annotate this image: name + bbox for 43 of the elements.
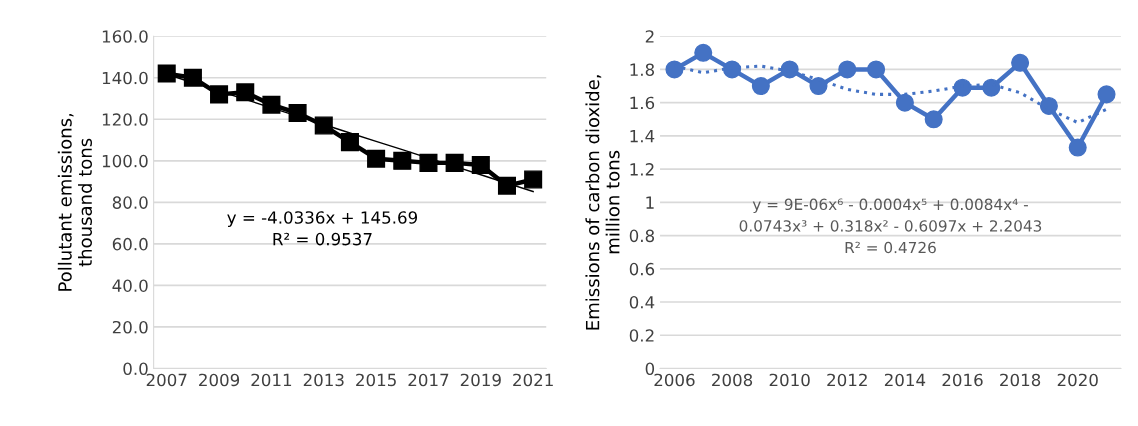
- y-tick-label: 0: [645, 362, 655, 376]
- y-tick-label: 20.0: [112, 320, 148, 334]
- y-axis-title: Emissions of carbon dioxide, million tons: [585, 75, 620, 330]
- x-tick-label: 2021: [513, 373, 553, 387]
- x-tick-label: 2010: [769, 373, 810, 387]
- x-tick-label: 2009: [199, 373, 240, 387]
- x-tick-label: 2006: [654, 373, 695, 387]
- y-tick-label: 120.0: [102, 113, 148, 126]
- annotation: R² = 0.9537: [273, 232, 372, 246]
- x-tick-label: 2011: [251, 373, 292, 387]
- annotation: y = 9E-06x⁶ - 0.0004x⁵ + 0.0084x⁴ -: [752, 198, 1028, 214]
- x-tick-label: 2019: [460, 373, 501, 387]
- y-tick-label: 0.4: [629, 296, 655, 309]
- y-tick-label: 160.0: [102, 30, 148, 43]
- x-tick-label: 2013: [303, 373, 344, 387]
- y-tick-label: 1.6: [630, 96, 655, 110]
- y-tick-label: 1: [646, 196, 654, 209]
- y-tick-label: 0.2: [629, 329, 654, 342]
- y-tick-label: 0.6: [629, 262, 655, 276]
- y-tick-label: 1.8: [630, 63, 655, 77]
- annotation: R² = 0.4726: [845, 241, 936, 254]
- y-tick-label: 0.8: [629, 229, 655, 243]
- x-tick-label: 2014: [884, 373, 926, 387]
- x-tick-label: 2020: [1057, 373, 1098, 387]
- x-tick-label: 2015: [356, 373, 396, 387]
- x-tick-label: 2008: [712, 373, 753, 387]
- y-tick-label: 40.0: [112, 279, 148, 292]
- y-tick-label: 1.4: [630, 130, 655, 143]
- y-tick-label: 0.0: [123, 362, 148, 376]
- y-tick-label: 100.0: [102, 154, 148, 168]
- annotation: y = -4.0336x + 145.69: [227, 211, 418, 228]
- y-tick-label: 60.0: [112, 237, 148, 251]
- x-tick-label: 2017: [408, 373, 449, 387]
- y-axis-title: Pollutant emissions, thousand tons: [57, 113, 92, 291]
- annotation: 0.0743x³ + 0.318x² - 0.6097x + 2.2043: [739, 220, 1042, 232]
- x-tick-label: 2018: [1000, 373, 1041, 387]
- y-tick-label: 2: [645, 30, 654, 43]
- y-tick-label: 80.0: [112, 196, 148, 209]
- y-tick-label: 140.0: [102, 71, 148, 85]
- x-tick-label: 2016: [942, 373, 983, 387]
- x-tick-label: 2007: [146, 373, 187, 387]
- x-tick-label: 2012: [827, 373, 867, 387]
- y-tick-label: 1.2: [630, 163, 654, 176]
